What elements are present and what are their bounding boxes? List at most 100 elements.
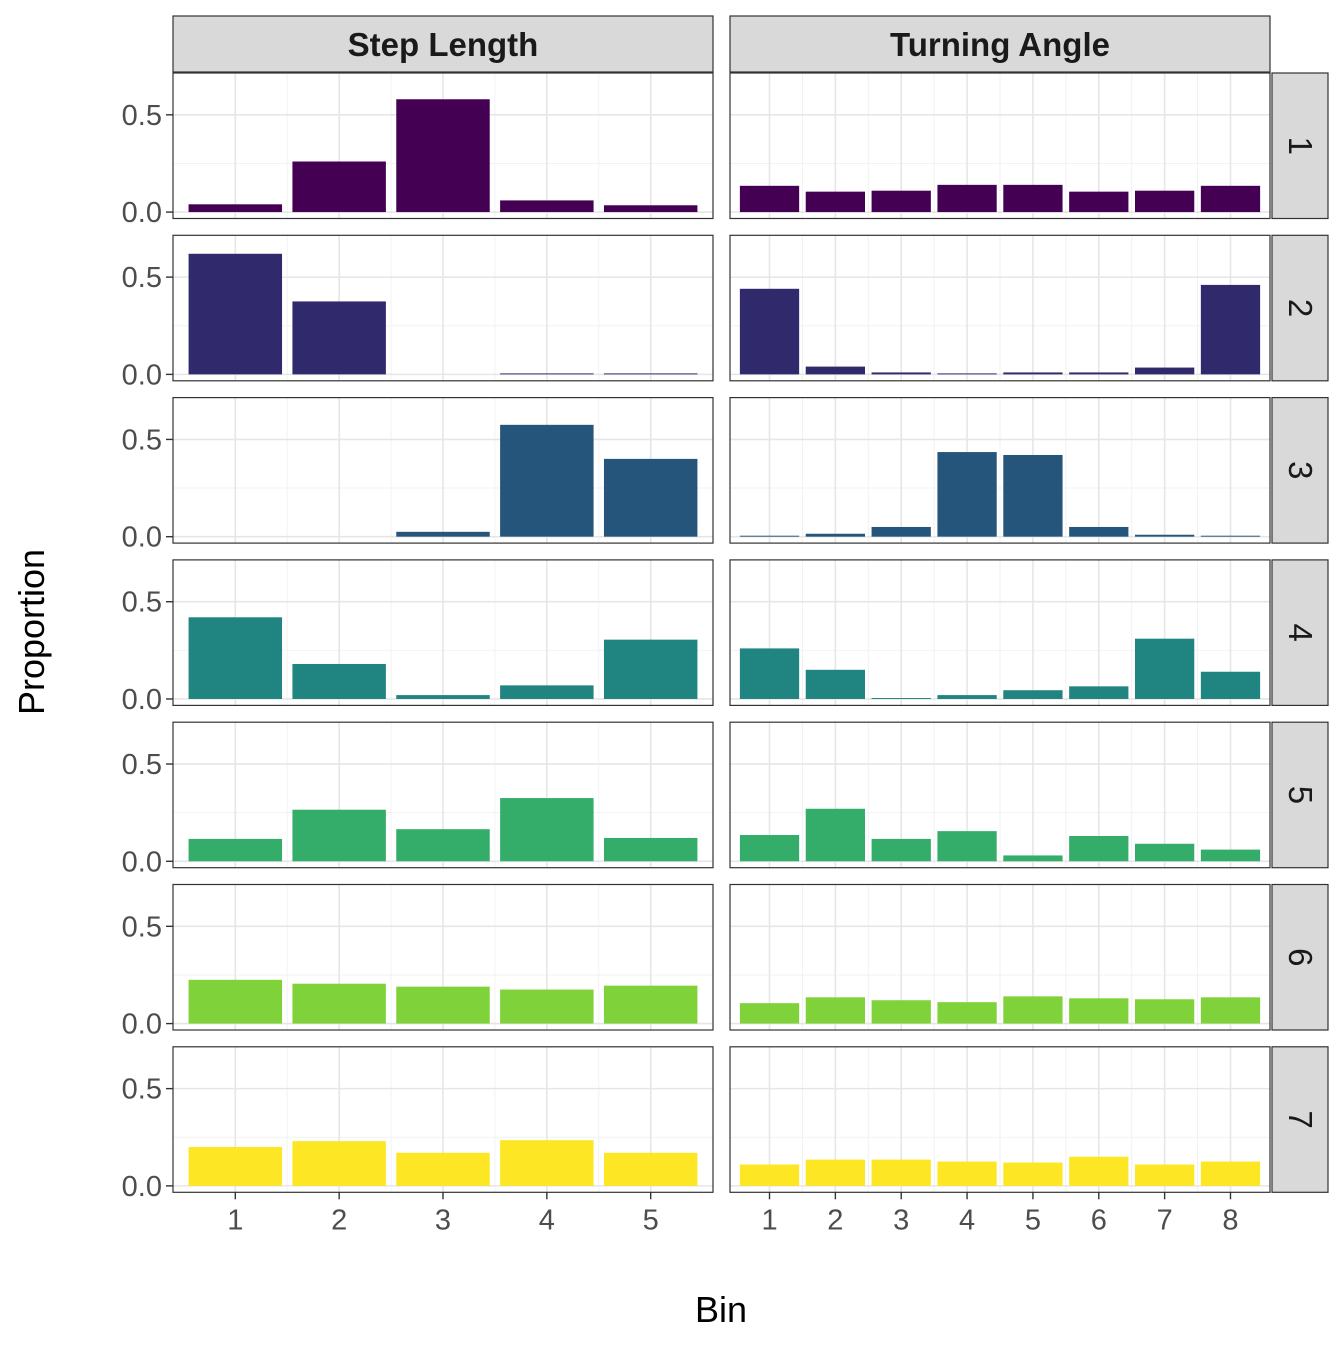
bar bbox=[603, 373, 698, 375]
bar bbox=[500, 685, 594, 699]
bar bbox=[1069, 191, 1129, 213]
panel-border bbox=[729, 234, 1271, 382]
bar bbox=[739, 1003, 800, 1024]
bar bbox=[739, 288, 800, 375]
bar bbox=[292, 1141, 386, 1186]
row-strip-label: 3 bbox=[1282, 461, 1319, 479]
row-strip-label: 5 bbox=[1282, 786, 1319, 804]
column-strip-label: Step Length bbox=[348, 26, 539, 63]
row-strip-label: 1 bbox=[1282, 137, 1319, 155]
y-tick-label: 0.5 bbox=[122, 911, 162, 943]
panel-border bbox=[172, 72, 714, 220]
bar bbox=[739, 835, 800, 862]
bar bbox=[396, 695, 490, 699]
bar bbox=[937, 1161, 997, 1186]
row-strip bbox=[1271, 397, 1329, 544]
panel-border bbox=[172, 559, 714, 707]
bar bbox=[1003, 996, 1063, 1024]
bar bbox=[500, 200, 594, 213]
panel-border bbox=[729, 1046, 1271, 1193]
bar bbox=[396, 531, 490, 537]
y-tick-label: 0.0 bbox=[122, 846, 162, 878]
bar bbox=[188, 979, 283, 1024]
panel-border bbox=[729, 397, 1271, 544]
bar bbox=[1135, 1164, 1195, 1186]
bar bbox=[1069, 686, 1129, 699]
y-tick-label: 0.0 bbox=[122, 1009, 162, 1041]
x-tick-label: 4 bbox=[959, 1204, 975, 1236]
bar bbox=[739, 648, 800, 699]
bar bbox=[292, 301, 386, 375]
bar bbox=[1200, 284, 1261, 375]
bar bbox=[1003, 1162, 1063, 1186]
bar bbox=[1135, 190, 1195, 213]
y-tick-label: 0.0 bbox=[122, 359, 162, 391]
bar bbox=[500, 424, 594, 537]
panel-border bbox=[172, 397, 714, 544]
bar bbox=[1003, 184, 1063, 213]
bar bbox=[1200, 671, 1261, 699]
y-axis-title: Proportion bbox=[11, 549, 52, 715]
x-tick-label: 1 bbox=[761, 1204, 777, 1236]
bar bbox=[500, 373, 594, 375]
bar bbox=[188, 1146, 283, 1186]
bar bbox=[871, 1000, 931, 1024]
row-strip bbox=[1271, 1046, 1329, 1193]
bar bbox=[1069, 1156, 1129, 1186]
bar bbox=[396, 99, 490, 213]
bar bbox=[937, 184, 997, 213]
bar bbox=[937, 831, 997, 862]
bar bbox=[1135, 534, 1195, 537]
x-axis-title: Bin bbox=[695, 1289, 747, 1330]
bar bbox=[603, 205, 698, 213]
bar bbox=[739, 535, 800, 537]
bar bbox=[871, 1159, 931, 1186]
x-tick-label: 3 bbox=[435, 1204, 451, 1236]
bar bbox=[805, 191, 865, 213]
bar bbox=[871, 526, 931, 537]
bar bbox=[805, 669, 865, 699]
bar bbox=[1135, 638, 1195, 699]
bar bbox=[871, 838, 931, 862]
column-strip-label: Turning Angle bbox=[890, 26, 1110, 63]
panel-border bbox=[172, 234, 714, 382]
y-tick-label: 0.5 bbox=[122, 749, 162, 781]
panel-border bbox=[729, 559, 1271, 707]
bar bbox=[500, 798, 594, 862]
bar bbox=[1003, 372, 1063, 375]
bar bbox=[1003, 690, 1063, 699]
bar bbox=[937, 1002, 997, 1024]
bar bbox=[292, 983, 386, 1024]
bar bbox=[871, 698, 931, 699]
row-strip-label: 7 bbox=[1282, 1110, 1319, 1128]
panel-border bbox=[729, 72, 1271, 220]
panel-border bbox=[172, 883, 714, 1031]
bar bbox=[396, 1152, 490, 1186]
bar bbox=[292, 809, 386, 862]
bar bbox=[1069, 835, 1129, 862]
bar bbox=[1135, 999, 1195, 1024]
panel-border bbox=[172, 721, 714, 869]
bar bbox=[805, 808, 865, 862]
y-tick-label: 0.0 bbox=[122, 1171, 162, 1203]
y-tick-label: 0.0 bbox=[122, 684, 162, 716]
bar bbox=[188, 253, 283, 375]
row-strip bbox=[1271, 559, 1329, 707]
bar bbox=[937, 695, 997, 699]
bar bbox=[603, 1152, 698, 1186]
bar bbox=[188, 617, 283, 699]
bar bbox=[292, 161, 386, 213]
bar bbox=[1200, 997, 1261, 1024]
bar bbox=[1200, 1161, 1261, 1186]
bar bbox=[603, 985, 698, 1024]
bar bbox=[1069, 998, 1129, 1024]
y-tick-label: 0.0 bbox=[122, 197, 162, 229]
bar bbox=[871, 190, 931, 213]
x-tick-label: 2 bbox=[827, 1204, 843, 1236]
bar bbox=[603, 639, 698, 699]
x-tick-label: 6 bbox=[1091, 1204, 1107, 1236]
row-strip-label: 4 bbox=[1282, 623, 1319, 641]
row-strip bbox=[1271, 721, 1329, 869]
bar bbox=[188, 204, 283, 213]
